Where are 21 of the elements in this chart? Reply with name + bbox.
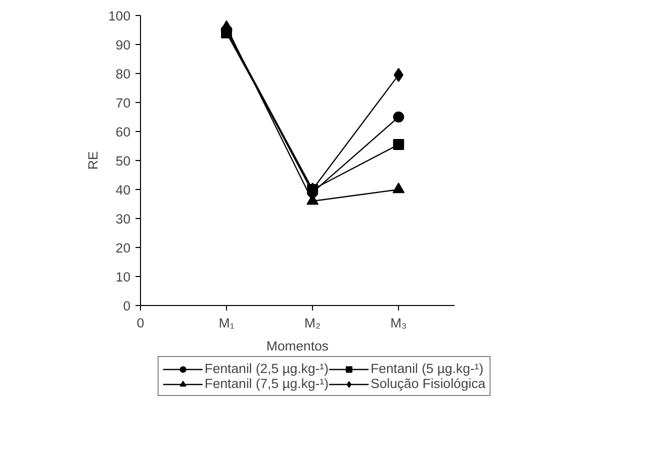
legend-label: Solução Fisiológica	[370, 376, 486, 391]
legend-label: Fentanil (2,5 µg.kg-¹)	[204, 361, 329, 376]
y-tick-label: 80	[116, 66, 131, 82]
y-tick-label: 50	[116, 154, 131, 168]
legend-label: Fentanil (7,5 µg.kg-¹)	[204, 376, 329, 391]
y-tick-label: 70	[116, 96, 131, 110]
x-tick-label: 0	[136, 316, 144, 330]
y-axis-title: RE	[85, 151, 100, 170]
y-tick-label: 30	[116, 212, 131, 226]
x-tick-label: M₂	[304, 316, 321, 330]
y-tick-label: 0	[123, 298, 131, 314]
x-tick-label: M₁	[218, 316, 235, 330]
y-tick-label: 60	[116, 124, 131, 140]
legend-label: Fentanil (5 µg.kg-¹)	[370, 361, 484, 376]
y-tick-label: 100	[108, 8, 131, 24]
x-tick-label: M₃	[390, 316, 407, 330]
x-axis-title: Momentos	[266, 338, 329, 354]
y-tick-label: 40	[116, 182, 131, 198]
y-tick-label: 10	[116, 270, 131, 284]
y-tick-label: 90	[116, 38, 131, 52]
y-tick-label: 20	[116, 240, 131, 256]
